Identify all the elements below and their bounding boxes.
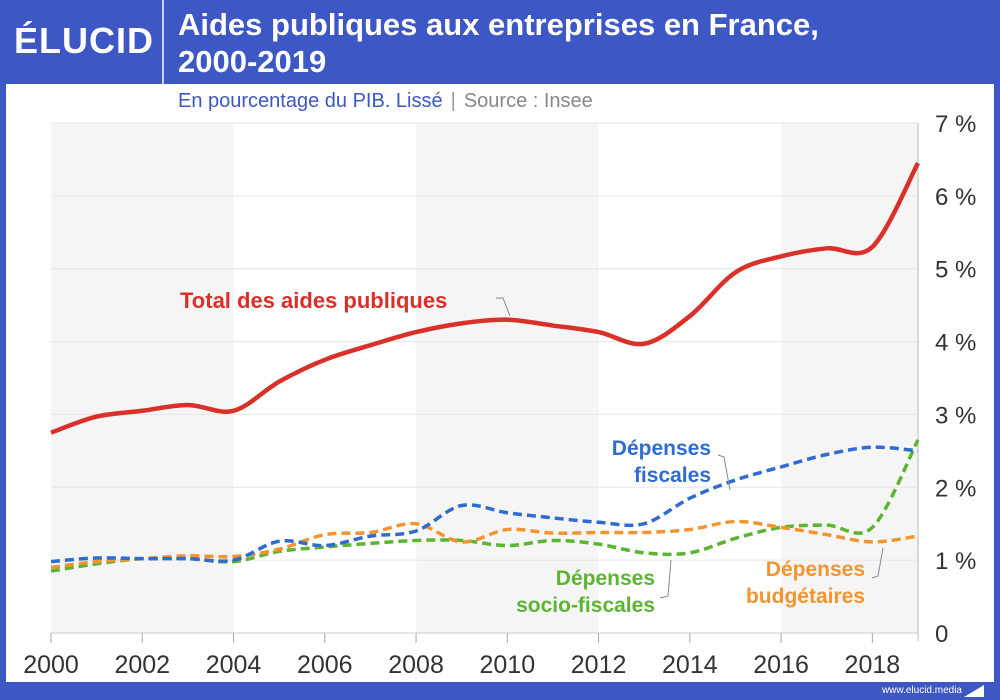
background-band	[416, 123, 599, 633]
label-total: Total des aides publiques	[180, 288, 447, 313]
chart-subtitle: En pourcentage du PIB. Lissé | Source : In…	[178, 90, 593, 113]
elucid-logo: ÉLUCID	[14, 20, 154, 61]
separator: |	[450, 90, 456, 112]
divider	[162, 0, 164, 84]
series-line-budgetaires	[50, 519, 919, 570]
y-tick-label: 2 %	[935, 475, 976, 502]
background-band	[781, 123, 918, 633]
x-tick-label: 2016	[753, 651, 809, 679]
x-tick-label: 2006	[297, 651, 353, 679]
y-tick-label: 1 %	[935, 548, 976, 575]
x-tick-label: 2000	[23, 651, 79, 679]
label-socio-fiscales-line: socio-fiscales	[516, 594, 655, 617]
label-budgetaires-line: Dépenses	[766, 558, 865, 581]
leader-total	[496, 297, 511, 317]
series-line-fiscales	[50, 445, 919, 564]
y-tick-label: 5 %	[935, 257, 976, 284]
y-tick-label: 4 %	[935, 330, 976, 357]
label-fiscales-line: fiscales	[634, 464, 711, 487]
x-tick-label: 2012	[571, 651, 627, 679]
label-socio-fiscales-line: Dépenses	[556, 567, 655, 590]
y-tick-label: 6 %	[935, 184, 976, 211]
y-tick-label: 0	[935, 621, 948, 648]
x-tick-label: 2008	[388, 651, 444, 679]
x-tick-label: 2018	[845, 651, 901, 679]
label-fiscales-line: Dépenses	[612, 437, 711, 460]
x-tick-label: 2010	[480, 651, 536, 679]
x-tick-label: 2002	[114, 651, 170, 679]
x-tick-label: 2004	[206, 651, 262, 679]
series-line-total	[50, 161, 920, 435]
background-band	[51, 123, 234, 633]
label-budgetaires-line: budgétaires	[746, 585, 865, 608]
y-tick-label: 3 %	[935, 402, 976, 429]
chart-title: Aides publiques aux entreprises en Franc…	[178, 6, 819, 80]
leader-budgetaires	[871, 547, 884, 579]
header: ÉLUCID Aides publiques aux entreprises e…	[0, 0, 1000, 84]
leader-fiscales	[717, 454, 731, 491]
source-text: Source : Insee	[463, 90, 593, 112]
footer-url[interactable]: www.elucid.media	[881, 685, 962, 696]
title-line-2: 2000-2019	[178, 44, 327, 79]
leader-socio-fiscales	[659, 559, 672, 599]
elucid-mark-icon	[964, 685, 984, 697]
subtitle-text: En pourcentage du PIB. Lissé	[178, 90, 443, 112]
y-tick-label: 7 %	[935, 111, 976, 138]
title-line-1: Aides publiques aux entreprises en Franc…	[178, 7, 819, 42]
x-tick-label: 2014	[662, 651, 718, 679]
